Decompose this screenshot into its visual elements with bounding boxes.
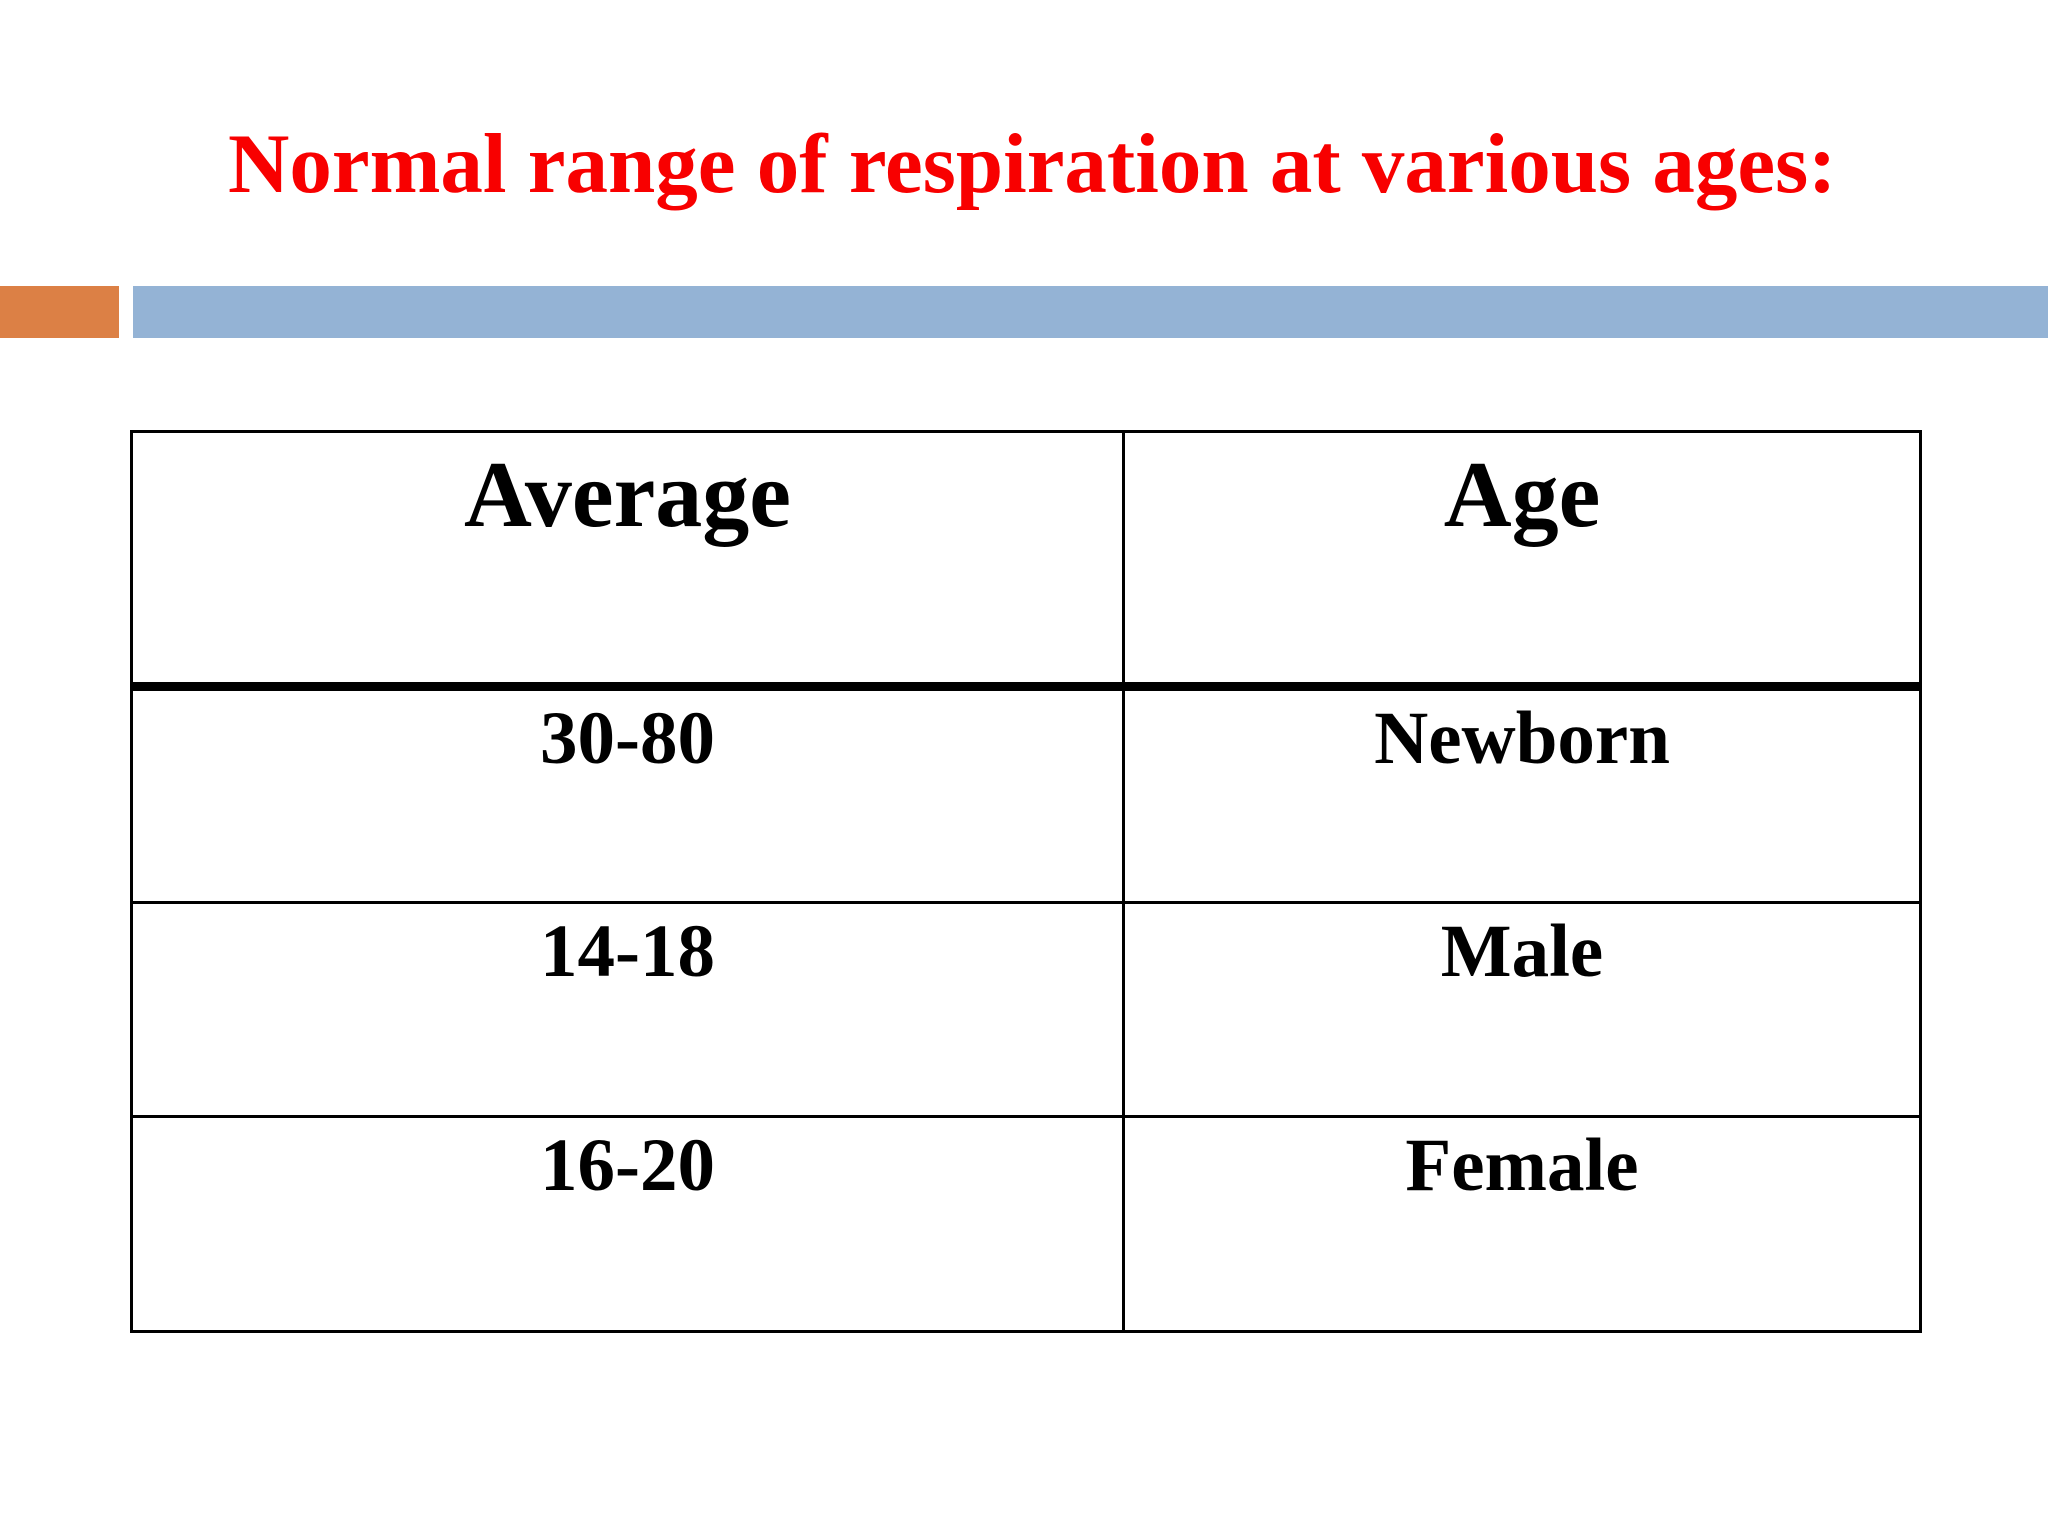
table-row: 16-20 Female (130, 1115, 1922, 1333)
table-row: 30-80 Newborn (130, 685, 1922, 904)
cell-age-female: Female (1122, 1115, 1922, 1333)
respiration-table: Average Age 30-80 Newborn 14-18 Male 16-… (130, 430, 1922, 1333)
accent-bar-orange (0, 286, 119, 338)
header-cell-age: Age (1122, 430, 1922, 691)
table-row: 14-18 Male (130, 901, 1922, 1118)
slide-title: Normal range of respiration at various a… (228, 117, 1837, 211)
cell-age-male: Male (1122, 901, 1922, 1118)
cell-average-female: 16-20 (130, 1115, 1125, 1333)
cell-average-newborn: 30-80 (130, 685, 1125, 904)
header-cell-average: Average (130, 430, 1125, 691)
table-header-row: Average Age (130, 430, 1922, 691)
cell-age-newborn: Newborn (1122, 685, 1922, 904)
accent-bar-blue (133, 286, 2048, 338)
cell-average-male: 14-18 (130, 901, 1125, 1118)
